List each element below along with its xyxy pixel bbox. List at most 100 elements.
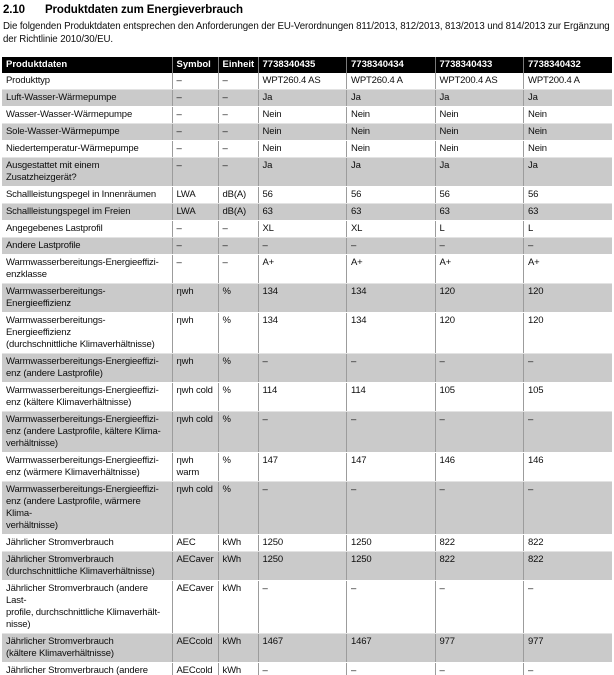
table-row: Warmwasserbereitungs-Energieeffizi- enz … — [2, 481, 612, 535]
row-symbol: AECcold — [171, 633, 218, 663]
row-symbol: AECcold — [171, 662, 218, 675]
row-value: 114 — [257, 382, 347, 412]
row-value: 134 — [346, 283, 435, 313]
row-label: Wasser-Wasser-Wärmepumpe — [2, 106, 172, 124]
row-value: 146 — [434, 452, 524, 482]
row-label: Produkttyp — [2, 72, 172, 90]
row-value: 977 — [434, 633, 524, 663]
row-value: – — [523, 481, 612, 535]
table-row: Schallleistungspegel im Freien LWA dB(A)… — [2, 203, 612, 221]
row-value: Ja — [523, 157, 612, 187]
table-row: Angegebenes Lastprofil – – XL XL L L — [2, 220, 612, 238]
row-unit: dB(A) — [217, 203, 258, 221]
table-row: Produkttyp – – WPT260.4 AS WPT260.4 A WP… — [2, 72, 612, 90]
row-unit: kWh — [217, 551, 258, 581]
row-value: 822 — [523, 534, 612, 552]
row-value: Nein — [346, 123, 435, 141]
row-value: – — [346, 481, 435, 535]
page-title: Produktdaten zum Energieverbrauch — [44, 4, 243, 16]
row-value: – — [346, 237, 435, 255]
row-symbol: ηwh — [171, 283, 218, 313]
row-value: Nein — [257, 123, 347, 141]
column-header-model-2: 7738340434 — [346, 56, 435, 73]
row-value: Ja — [257, 157, 347, 187]
row-value: 147 — [257, 452, 347, 482]
row-unit: % — [217, 312, 258, 354]
row-value: – — [523, 662, 612, 675]
row-value: XL — [346, 220, 435, 238]
row-symbol: LWA — [171, 203, 218, 221]
row-value: Nein — [523, 123, 612, 141]
table-row: Ausgestattet mit einem Zusatzheizgerät? … — [2, 157, 612, 187]
row-symbol: ηwh — [171, 353, 218, 383]
table-row: Jährlicher Stromverbrauch AEC kWh 1250 1… — [2, 534, 612, 552]
row-value: A+ — [346, 254, 435, 284]
row-label: Jährlicher Stromverbrauch (kältere Klima… — [2, 633, 172, 663]
row-value: 120 — [523, 312, 612, 354]
row-symbol: LWA — [171, 186, 218, 204]
row-label: Jährlicher Stromverbrauch (andere Last- … — [2, 580, 172, 634]
table-row: Jährlicher Stromverbrauch (andere Last- … — [2, 580, 612, 634]
row-value: Ja — [434, 157, 524, 187]
row-symbol: ηwh cold — [171, 481, 218, 535]
row-value: 977 — [523, 633, 612, 663]
table-row: Schallleistungspegel in Innenräumen LWA … — [2, 186, 612, 204]
column-header-model-1: 7738340435 — [257, 56, 347, 73]
row-value: Nein — [346, 140, 435, 158]
table-row: Andere Lastprofile – – – – – – — [2, 237, 612, 255]
row-value: 105 — [434, 382, 524, 412]
row-symbol: – — [171, 254, 218, 284]
table-row: Warmwasserbereitungs-Energieeffizi- enz … — [2, 382, 612, 412]
row-value: 1250 — [346, 534, 435, 552]
table-header-row: Produktdaten Symbol Einheit 7738340435 7… — [2, 56, 612, 73]
row-unit: – — [217, 237, 258, 255]
table-row: Warmwasserbereitungs-Energieeffizienz (d… — [2, 312, 612, 354]
row-value: Ja — [346, 157, 435, 187]
row-label: Warmwasserbereitungs-Energieeffizi- enz … — [2, 452, 172, 482]
row-value: – — [434, 237, 524, 255]
row-label: Jährlicher Stromverbrauch (andere Last- … — [2, 662, 172, 675]
row-label: Jährlicher Stromverbrauch (durchschnittl… — [2, 551, 172, 581]
row-value: – — [434, 353, 524, 383]
row-value: – — [257, 662, 347, 675]
row-label: Warmwasserbereitungs-Energieeffizi- enz … — [2, 411, 172, 453]
row-value: – — [346, 353, 435, 383]
row-value: – — [434, 481, 524, 535]
row-label: Sole-Wasser-Wärmepumpe — [2, 123, 172, 141]
row-value: L — [434, 220, 524, 238]
row-value: 822 — [434, 534, 524, 552]
row-symbol: – — [171, 140, 218, 158]
column-header-model-4: 7738340432 — [523, 56, 612, 73]
row-value: Nein — [257, 106, 347, 124]
row-symbol: – — [171, 89, 218, 107]
row-label: Schallleistungspegel im Freien — [2, 203, 172, 221]
table-row: Wasser-Wasser-Wärmepumpe – – Nein Nein N… — [2, 106, 612, 124]
row-symbol: ηwh cold — [171, 382, 218, 412]
row-value: 105 — [523, 382, 612, 412]
row-unit: kWh — [217, 633, 258, 663]
row-value: – — [257, 580, 347, 634]
row-value: – — [257, 411, 347, 453]
table-row: Jährlicher Stromverbrauch (andere Last- … — [2, 662, 612, 675]
row-symbol: – — [171, 106, 218, 124]
row-unit: % — [217, 353, 258, 383]
row-symbol: ηwh cold — [171, 411, 218, 453]
row-value: 63 — [434, 203, 524, 221]
row-value: 134 — [257, 312, 347, 354]
row-unit: % — [217, 283, 258, 313]
row-symbol: ηwh — [171, 312, 218, 354]
column-header-symbol: Symbol — [171, 56, 218, 73]
table-row: Warmwasserbereitungs-Energieeffizi- enzk… — [2, 254, 612, 284]
row-value: Nein — [523, 140, 612, 158]
row-value: 120 — [523, 283, 612, 313]
row-value: 56 — [434, 186, 524, 204]
row-value: – — [434, 662, 524, 675]
row-value: Nein — [434, 106, 524, 124]
row-label: Ausgestattet mit einem Zusatzheizgerät? — [2, 157, 172, 187]
row-value: 1250 — [257, 534, 347, 552]
row-value: 1467 — [346, 633, 435, 663]
row-value: 63 — [346, 203, 435, 221]
row-unit: dB(A) — [217, 186, 258, 204]
row-value: 114 — [346, 382, 435, 412]
